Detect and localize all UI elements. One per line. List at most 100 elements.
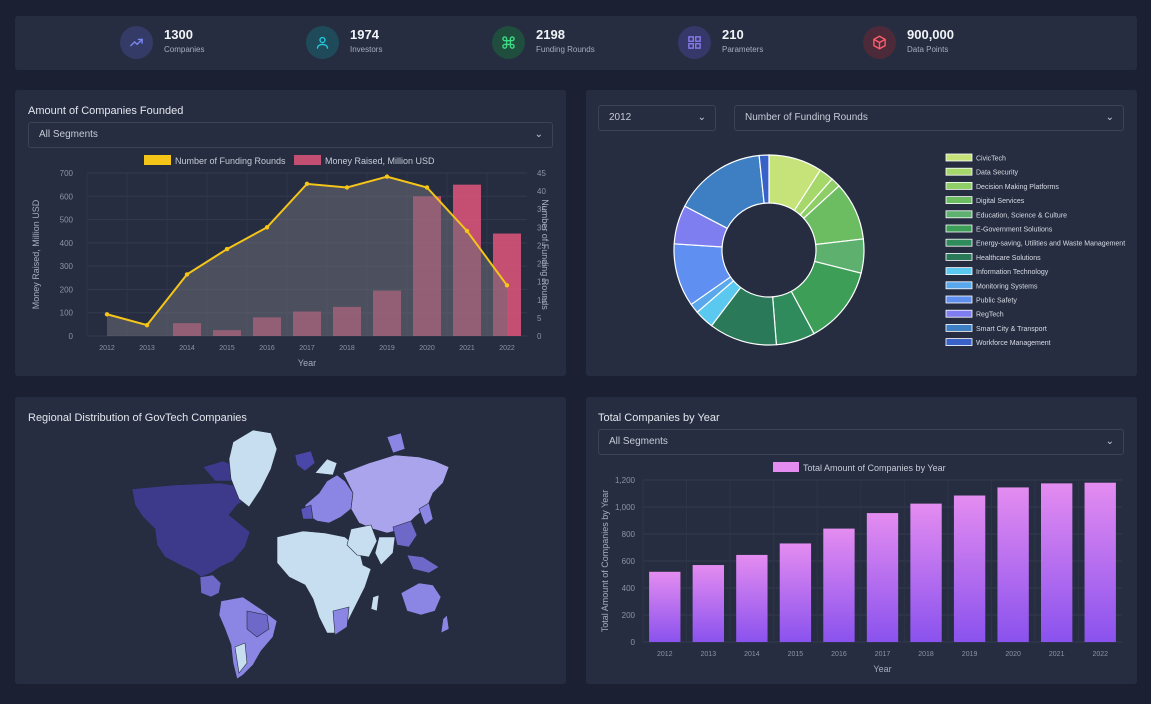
legend-swatch [945,267,973,276]
map-panel: Regional Distribution of GovTech Compani… [15,397,566,684]
legend-label: Decision Making Platforms [976,184,1059,191]
legend-item[interactable]: Decision Making Platforms [945,182,1059,191]
legend-item[interactable]: Monitoring Systems [945,281,1038,291]
total-companies-bar [736,554,768,642]
legend-swatch [773,462,799,472]
legend-swatch [945,224,973,233]
money-raised-bar [493,233,521,336]
legend-item[interactable]: Energy-saving, Utilities and Waste Manag… [945,238,1125,248]
legend-swatch [945,196,973,204]
x-tick-label: 2018 [339,345,355,352]
legend-swatch [945,153,973,162]
funding-rounds-point [304,181,310,187]
legend-swatch [945,167,973,176]
x-tick-label: 2019 [379,345,395,352]
legend-label: Energy-saving, Utilities and Waste Manag… [976,241,1125,248]
legend-label: Public Safety [976,298,1017,305]
y-tick-label: 500 [60,216,74,225]
segment-select[interactable]: All Segments ⌄ [598,429,1124,455]
y2-tick-label: 0 [537,332,542,341]
total-companies-bar [997,487,1029,642]
asia-region[interactable] [342,432,450,574]
legend-swatch [945,323,973,332]
stat-value: 1300 [164,27,193,42]
legend-item[interactable]: Information Technology [945,267,1049,277]
select-value: All Segments [39,129,98,140]
europe-region[interactable] [300,458,354,524]
y-tick-label: 200 [60,285,74,294]
metric-select[interactable]: Number of Funding Rounds ⌄ [734,105,1124,131]
legend-item[interactable]: RegTech [945,309,1004,319]
total-companies-bar [910,503,942,642]
legend-item[interactable]: CivicTech [945,153,1006,163]
x-tick-label: 2017 [875,651,891,658]
legend-item[interactable]: Digital Services [945,196,1025,206]
legend-item[interactable]: Education, Science & Culture [945,210,1067,220]
y-tick-label: 100 [60,309,74,318]
grid-icon [678,26,711,59]
legend-item[interactable]: Smart City & Transport [945,323,1047,333]
box-icon [863,26,896,59]
panel-title: Amount of Companies Founded [28,105,184,117]
world-map [131,429,450,680]
y-tick-label: 400 [60,239,74,248]
x-tick-label: 2018 [918,651,934,658]
chevron-down-icon: ⌄ [1105,436,1114,447]
north-america-region[interactable] [131,450,316,598]
south-america-region[interactable] [218,596,278,680]
x-tick-label: 2016 [259,345,275,352]
legend-item[interactable]: Public Safety [945,295,1017,305]
greenland-region[interactable] [228,429,278,508]
legend-swatch [945,182,973,190]
y-tick-label: 0 [631,638,636,647]
money-raised-bar [373,290,401,336]
y-tick-label: 0 [69,332,74,341]
africa-region[interactable] [276,530,380,636]
total-companies-bar [692,565,724,642]
stat-label: Data Points [907,45,949,54]
legend-label: Number of Funding Rounds [175,156,286,166]
y-axis-label: Money Raised, Million USD [31,199,41,309]
legend-label: Money Raised, Million USD [325,156,435,166]
total-companies-bar [1084,482,1116,642]
y2-tick-label: 40 [537,187,546,196]
legend-swatch [945,238,973,247]
x-tick-label: 2013 [139,345,155,352]
x-tick-label: 2017 [299,345,315,352]
x-tick-label: 2019 [962,651,978,658]
x-tick-label: 2016 [831,651,847,658]
legend-item[interactable]: E-Government Solutions [945,224,1053,234]
legend-label: CivicTech [976,156,1006,163]
y2-tick-label: 30 [537,223,546,232]
command-icon [492,26,525,59]
funding-rounds-point [504,283,510,288]
money-raised-bar [253,317,281,336]
segment-select[interactable]: All Segments ⌄ [28,122,553,148]
legend-item[interactable]: Workforce Management [945,338,1051,348]
oceania-region[interactable] [400,582,450,634]
y-axis-label: Total Amount of Companies by Year [600,490,610,633]
chevron-down-icon: ⌄ [697,112,706,123]
y-tick-label: 700 [60,169,74,178]
legend-item[interactable]: Healthcare Solutions [945,252,1041,262]
x-tick-label: 2015 [788,651,804,658]
y-tick-label: 400 [622,584,636,593]
legend-swatch [294,155,321,165]
year-select[interactable]: 2012 ⌄ [598,105,716,131]
stats-bar: 1300 Companies 1974 Investors 2198 Fundi… [15,16,1137,70]
y2-tick-label: 25 [537,241,546,250]
y-tick-label: 1,000 [615,503,636,512]
x-axis-label: Year [873,664,891,674]
money-raised-bar [333,306,361,336]
y2-tick-label: 10 [537,296,546,305]
y-tick-label: 600 [622,557,636,566]
funding-rounds-area [107,176,507,336]
funding-donut-panel: 2012 ⌄ Number of Funding Rounds ⌄ CivicT… [586,90,1137,376]
funding-rounds-point [384,174,390,179]
stat-value: 1974 [350,27,379,42]
legend-swatch [945,295,973,304]
money-raised-bar [413,196,441,336]
legend-swatch [945,338,973,347]
legend-item[interactable]: Data Security [945,167,1019,177]
legend-swatch [945,252,973,261]
